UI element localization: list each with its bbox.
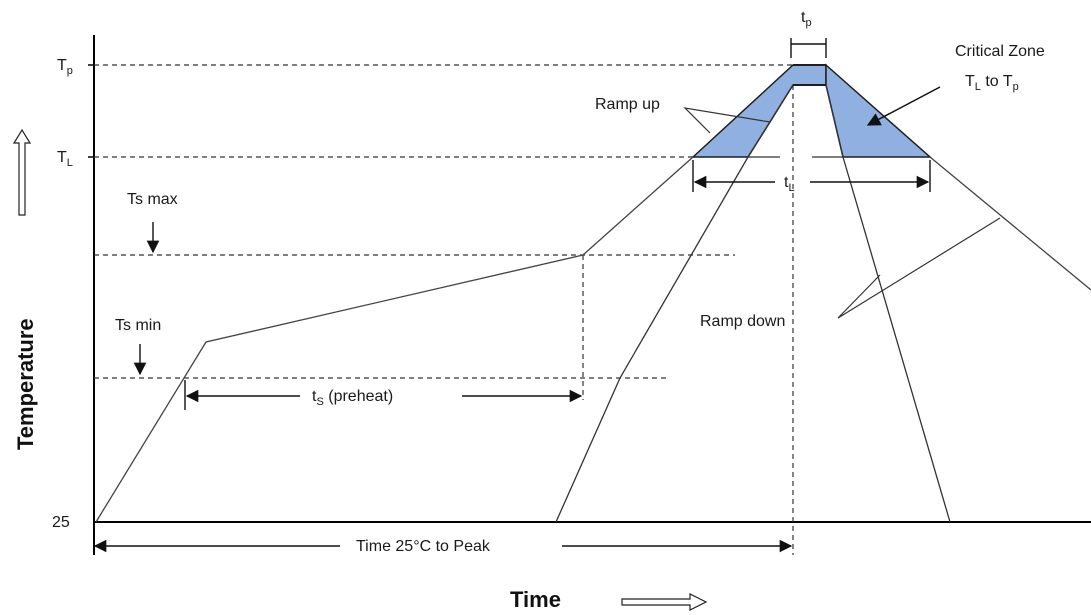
ramp-up-label: Ramp up [595,96,660,113]
ramp-up-pointer [683,107,771,134]
tp-time-dimension [790,38,827,58]
y-axis-title: Temperature [13,318,38,450]
tp-time-label: tp [801,9,812,29]
profile-cooling-curve [929,156,1091,291]
tp-label: Tp [57,57,73,77]
ts-preheat-label: tS (preheat) [312,388,393,408]
ts-preheat-dimension [184,380,583,410]
y-axis-direction-arrow [12,128,32,216]
critical-zone-right [825,63,932,158]
critical-zone-label: Critical Zone [955,43,1045,60]
ramp-down-label: Ramp down [700,313,785,330]
tl-time-label: tL [784,174,795,194]
dashed-guides [94,64,794,555]
tl-label: TL [57,149,73,169]
critical-zone-range-label: TL to Tp [965,73,1019,93]
x-axis-direction-arrow [621,593,708,611]
time-to-peak-label: Time 25°C to Peak [356,538,491,555]
x-axis-title: Time [510,587,561,612]
reflow-profile-curve [95,156,694,523]
critical-zone [691,63,932,158]
ramp-down-pointer [837,217,1001,319]
critical-zone-left [691,64,827,158]
inner-ramp-up-curve [555,84,794,523]
ts-min-label: Ts min [115,317,161,334]
critical-zone-arrow [866,86,941,126]
tl-time-dimension [692,160,931,192]
ts-max-label: Ts max [127,191,178,208]
y-tick-25: 25 [52,514,70,531]
